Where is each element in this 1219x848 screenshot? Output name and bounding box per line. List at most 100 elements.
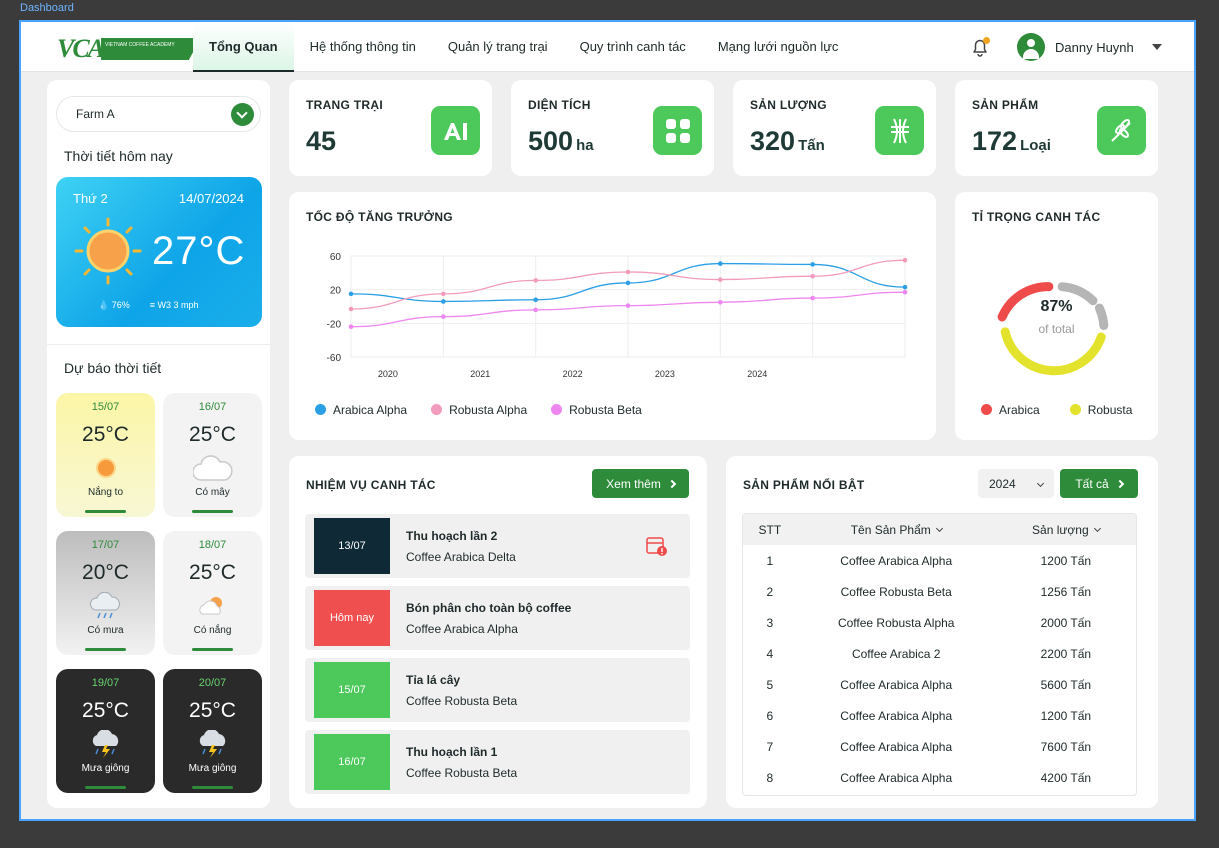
- user-menu[interactable]: Danny Huynh: [1017, 33, 1162, 61]
- table-row[interactable]: 1 Coffee Arabica Alpha 1200 Tấn: [743, 545, 1136, 576]
- stat-value: 320 Tấn: [750, 126, 825, 157]
- user-avatar-icon: [1017, 33, 1045, 61]
- farm-select[interactable]: Farm A: [56, 96, 261, 132]
- legend-label: Robusta: [1087, 403, 1133, 417]
- cell-output: 5600 Tấn: [1040, 677, 1092, 692]
- data-point: [625, 303, 631, 308]
- table-row[interactable]: 5 Coffee Arabica Alpha 5600 Tấn: [743, 669, 1136, 700]
- col-header-name[interactable]: Tên Sản Phẩm: [797, 523, 996, 537]
- forecast-temp: 25°C: [189, 699, 236, 722]
- table-row[interactable]: 4 Coffee Arabica 2 2200 Tấn: [743, 638, 1136, 669]
- y-tick-label: -60: [327, 353, 342, 364]
- chevron-down-icon: [1093, 524, 1101, 532]
- all-button[interactable]: Tất cả: [1060, 469, 1138, 498]
- cell-name: Coffee Arabica Alpha: [840, 553, 953, 568]
- harvest-bundle-icon: [875, 106, 924, 155]
- forecast-card[interactable]: 17/07 20°C Có mưa: [56, 531, 155, 655]
- data-point: [348, 291, 354, 297]
- wind-icon: ≡: [149, 300, 156, 310]
- forecast-date: 15/07: [91, 401, 120, 413]
- stat-card-area: DIỆN TÍCH 500 ha: [511, 80, 714, 176]
- task-title: Tỉa lá cây: [406, 673, 461, 687]
- legend-item: Robusta: [1069, 403, 1133, 417]
- products-card: SẢN PHẨM NỔI BẬT 2024 Tất cả STT Tên Sản…: [726, 456, 1158, 808]
- forecast-bar: [85, 510, 126, 513]
- table-row[interactable]: 7 Coffee Arabica Alpha 7600 Tấn: [743, 731, 1136, 762]
- weather-day: Thứ 2: [73, 191, 108, 206]
- cell-name: Coffee Robusta Alpha: [837, 615, 955, 630]
- forecast-title: Dự báo thời tiết: [64, 360, 162, 376]
- donut-segment-arabica: [997, 282, 1054, 322]
- cloud-icon: [163, 455, 262, 481]
- legend-dot: [551, 404, 563, 415]
- cell-output: 1200 Tấn: [1040, 708, 1092, 723]
- col-header-output-label: Sản lượng: [1032, 522, 1089, 537]
- legend-dot: [1069, 404, 1081, 415]
- all-label: Tất cả: [1075, 476, 1109, 491]
- table-row[interactable]: 8 Coffee Arabica Alpha 4200 Tấn: [743, 762, 1136, 793]
- task-item[interactable]: Hôm nay Bón phân cho toàn bộ coffee Coff…: [305, 586, 690, 650]
- chevron-down-icon[interactable]: [231, 103, 254, 126]
- grid-icon: [653, 106, 702, 155]
- forecast-bar: [192, 648, 233, 651]
- x-tick-label: 2022: [563, 369, 583, 379]
- stat-label: TRANG TRẠI: [306, 98, 383, 112]
- wind: ≡ W3 3 mph: [150, 300, 199, 311]
- chevron-down-icon: [1036, 479, 1044, 488]
- data-point: [718, 277, 723, 282]
- stat-value: 500 ha: [528, 126, 594, 157]
- humidity-value: 76%: [111, 300, 130, 310]
- logo-text: VCA: [57, 34, 105, 63]
- growth-chart-card: TỐC ĐỘ TĂNG TRƯỞNG 60 20 -20 -60 2020 2021 202…: [289, 192, 936, 440]
- table-row[interactable]: 2 Coffee Robusta Beta 1256 Tấn: [743, 576, 1136, 607]
- forecast-condition: Mưa giông: [188, 763, 237, 774]
- forecast-card[interactable]: 18/07 25°C Có nắng: [163, 531, 262, 655]
- calendar-alert-icon[interactable]: [645, 534, 669, 558]
- nav-mang-luoi-nguon-luc[interactable]: Mạng lưới nguồn lực: [717, 39, 839, 54]
- donut-segment-grey-2: [1094, 303, 1109, 330]
- humidity: 💧 76%: [98, 300, 130, 311]
- see-more-button[interactable]: Xem thêm: [592, 469, 689, 498]
- cell-output: 2200 Tấn: [1040, 646, 1092, 661]
- forecast-temp: 25°C: [189, 561, 236, 584]
- forecast-condition: Có nắng: [193, 625, 232, 636]
- table-row[interactable]: 3 Coffee Robusta Alpha 2000 Tấn: [743, 607, 1136, 638]
- col-header-stt: STT: [758, 522, 782, 537]
- data-point: [902, 289, 908, 295]
- forecast-card[interactable]: 15/07 25°C Nắng to: [56, 393, 155, 517]
- nav-he-thong-thong-tin[interactable]: Hệ thống thông tin: [309, 39, 416, 54]
- dashboard-frame: VCA VIETNAM COFFEE ACADEMY Tổng Quan Hệ …: [19, 20, 1196, 821]
- forecast-temp: 25°C: [82, 699, 129, 722]
- task-item[interactable]: 16/07 Thu hoạch lần 1 Coffee Robusta Bet…: [305, 730, 690, 794]
- nav-quan-ly-trang-trai[interactable]: Quản lý trang trại: [447, 39, 548, 54]
- task-item[interactable]: 13/07 Thu hoạch lần 2 Coffee Arabica Del…: [305, 514, 690, 578]
- legend-label: Arabica Alpha: [333, 403, 408, 417]
- legend-dot: [981, 404, 992, 415]
- forecast-card[interactable]: 16/07 25°C Có mây: [163, 393, 262, 517]
- logo[interactable]: VCA VIETNAM COFFEE ACADEMY: [57, 34, 201, 64]
- year-select[interactable]: 2024: [978, 469, 1054, 498]
- col-header-output[interactable]: Sản lượng: [996, 523, 1136, 537]
- nav-tong-quan[interactable]: Tổng Quan: [193, 22, 294, 72]
- data-point: [533, 307, 538, 313]
- forecast-card[interactable]: 20/07 25°C Mưa giông: [163, 669, 262, 793]
- cell-stt: 8: [766, 770, 774, 785]
- data-point: [533, 278, 538, 283]
- task-item[interactable]: 15/07 Tỉa lá cây Coffee Robusta Beta: [305, 658, 690, 722]
- table-row[interactable]: 6 Coffee Arabica Alpha 1200 Tấn: [743, 700, 1136, 731]
- main-nav: Tổng Quan Hệ thống thông tin Quản lý tra…: [193, 22, 854, 72]
- x-tick-label: 2021: [470, 369, 490, 379]
- forecast-card[interactable]: 19/07 25°C Mưa giông: [56, 669, 155, 793]
- data-point: [810, 262, 815, 267]
- rain-cloud-icon: [56, 592, 155, 619]
- cell-stt: 2: [766, 584, 774, 599]
- task-date-badge: 13/07: [314, 518, 390, 574]
- ai-icon: [431, 106, 480, 155]
- cell-output: 1256 Tấn: [1040, 584, 1092, 599]
- data-point: [810, 295, 815, 301]
- chevron-down-icon: [935, 524, 943, 532]
- forecast-condition: Có mưa: [87, 625, 124, 636]
- bell-icon[interactable]: [969, 36, 991, 58]
- nav-quy-trinh-canh-tac[interactable]: Quy trình canh tác: [579, 39, 686, 54]
- forecast-temp: 25°C: [82, 423, 129, 446]
